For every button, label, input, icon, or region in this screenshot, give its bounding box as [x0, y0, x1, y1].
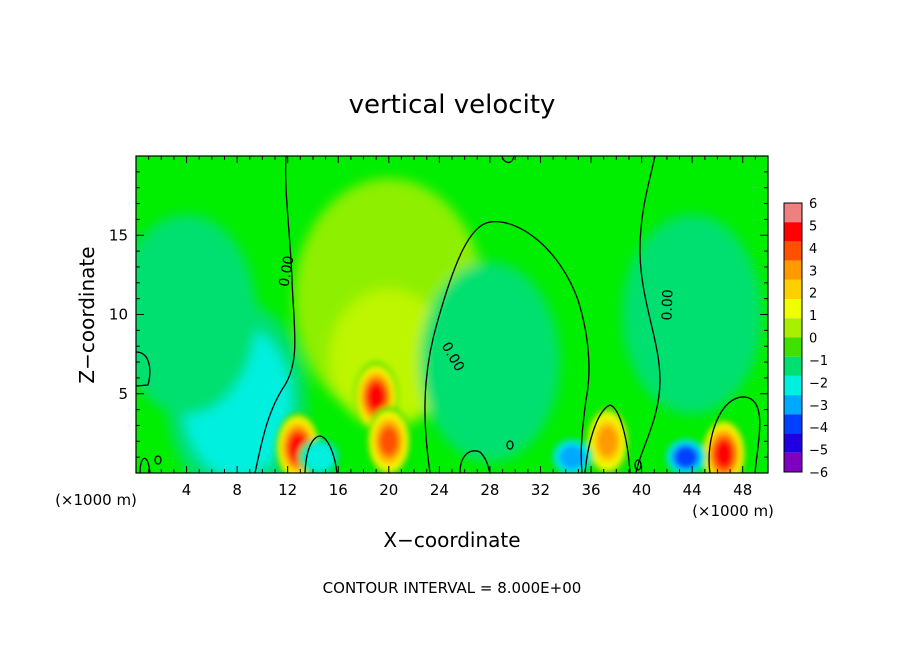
colorbar-swatch — [784, 433, 802, 453]
colorbar-swatch — [784, 279, 802, 300]
x-tick-label: 44 — [683, 481, 702, 499]
x-tick-label: 16 — [329, 481, 348, 499]
zero-contour-line — [459, 450, 491, 473]
x-tick-label: 40 — [632, 481, 651, 499]
x-tick-label: 24 — [430, 481, 449, 499]
updraft-core — [715, 440, 733, 468]
colorbar-label: −1 — [809, 354, 828, 369]
x-unit-left: (×1000 m) — [55, 491, 137, 509]
colorbar-label: 1 — [809, 309, 817, 324]
downdraft-region — [136, 214, 257, 415]
colorbar-label: −2 — [809, 376, 828, 391]
downdraft-region — [674, 446, 698, 469]
downdraft-region — [419, 262, 560, 463]
zero-contour-line — [584, 404, 631, 473]
colorbar-label: −5 — [809, 444, 828, 459]
chart-title: vertical velocity — [349, 90, 556, 120]
x-tick-label: 8 — [232, 481, 242, 499]
axis-ticks — [136, 156, 768, 473]
colorbar-swatch — [784, 356, 802, 376]
x-tick-label: 28 — [480, 481, 499, 499]
colorbar-swatch — [784, 395, 802, 415]
zero-contour-line — [708, 396, 761, 473]
colorbar-label: 0 — [809, 332, 817, 347]
colorbar-label: −4 — [809, 421, 828, 436]
y-axis-label: Z−coordinate — [75, 246, 99, 383]
zero-contour-line — [304, 435, 338, 473]
updraft-core — [367, 383, 385, 411]
zero-contour-loop — [154, 455, 162, 465]
zero-contour-loop — [506, 440, 514, 450]
colorbar-swatch — [784, 241, 802, 261]
colorbar-swatch — [784, 318, 802, 338]
colorbar-swatch — [784, 299, 802, 319]
colorbar-label: 3 — [809, 264, 817, 279]
field-layer — [136, 178, 763, 473]
colorbar-swatch — [784, 260, 802, 280]
x-tick-label: 12 — [278, 481, 297, 499]
y-tick-label: 10 — [109, 306, 128, 324]
x-tick-label: 20 — [379, 481, 398, 499]
x-tick-label: 48 — [733, 481, 752, 499]
colorbar-label: 6 — [809, 197, 817, 212]
zero-contour-loop — [634, 459, 642, 471]
updraft-core — [379, 427, 398, 456]
colorbar-frame — [783, 202, 803, 473]
downdraft-region — [559, 445, 586, 470]
zero-contour-line — [254, 156, 296, 473]
colorbar-swatch — [784, 414, 802, 434]
colorbar-label: −3 — [809, 399, 828, 414]
colorbar-swatch — [784, 203, 802, 223]
zero-contours — [136, 156, 761, 473]
x-tick-label: 4 — [182, 481, 192, 499]
colorbar-swatch — [784, 337, 802, 357]
contour-label: 0.00 — [659, 289, 676, 321]
downdraft-region — [622, 214, 763, 415]
colorbar-swatch — [784, 375, 802, 396]
updraft-core — [597, 425, 618, 457]
y-tick-label: 5 — [118, 385, 128, 403]
contour-label: 0.00 — [276, 255, 297, 288]
colorbar-label: −6 — [809, 466, 828, 481]
x-tick-label: 36 — [581, 481, 600, 499]
contour-interval-note: CONTOUR INTERVAL = 8.000E+00 — [323, 579, 582, 597]
colorbar-swatch — [784, 222, 802, 242]
colorbar-label: 2 — [809, 287, 817, 302]
colorbar-label: 4 — [809, 242, 817, 257]
x-tick-labels: 4 8 12 16 20 24 28 32 36 40 44 48 — [182, 481, 752, 499]
x-unit-right: (×1000 m) — [692, 502, 774, 520]
zero-contour-line — [635, 156, 661, 473]
zero-contour-line — [424, 221, 590, 473]
colorbar-swatch — [784, 452, 802, 472]
colorbar: 6 5 4 3 2 1 0 −1 −2 −3 −4 −5 −6 — [783, 197, 828, 481]
y-tick-labels: 5 10 15 — [109, 226, 128, 403]
y-tick-label: 15 — [109, 226, 128, 244]
zero-contour-line — [136, 351, 151, 387]
downdraft-region — [303, 442, 335, 472]
colorbar-label: 5 — [809, 219, 817, 234]
zero-contour-line — [139, 457, 151, 473]
x-tick-label: 32 — [531, 481, 550, 499]
contour-label-group: 0.00 0.00 0.00 — [276, 255, 676, 375]
x-axis-label: X−coordinate — [383, 528, 520, 552]
